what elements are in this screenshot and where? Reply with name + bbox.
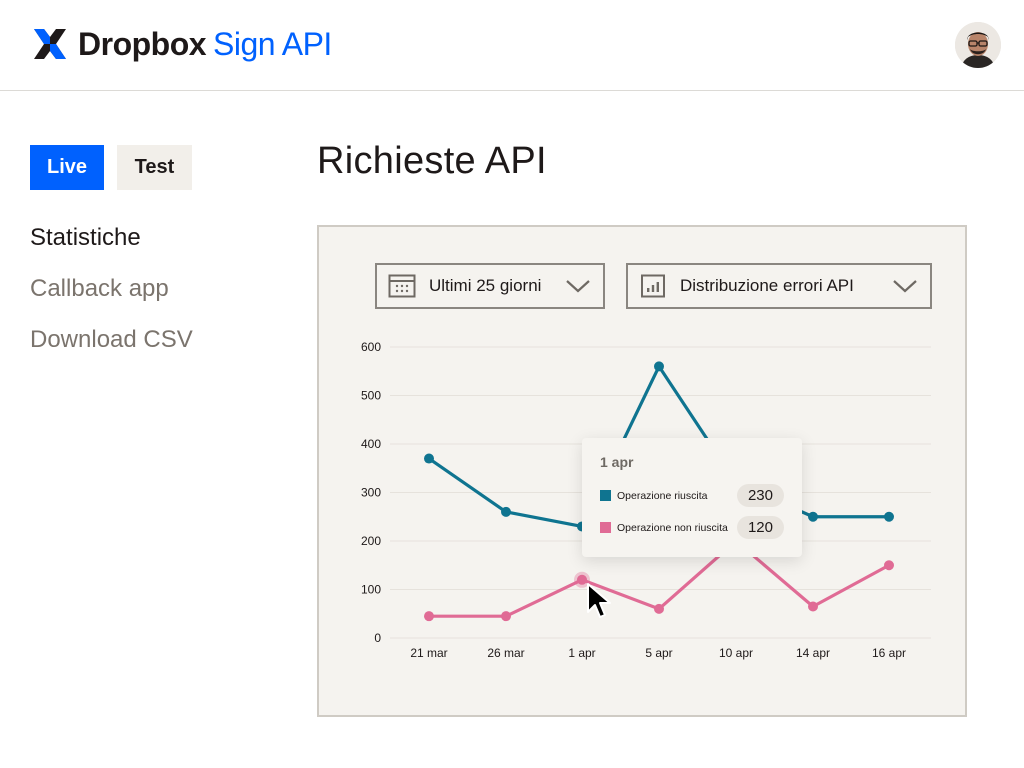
date-range-label: Ultimi 25 giorni bbox=[429, 276, 542, 295]
environment-toggle: Live Test bbox=[30, 145, 192, 190]
x-tick-label: 16 apr bbox=[872, 646, 906, 660]
tooltip-label: Operazione non riuscita bbox=[617, 521, 728, 534]
tooltip-value: 230 bbox=[736, 484, 784, 507]
x-tick-label: 1 apr bbox=[568, 646, 595, 660]
success-swatch-icon bbox=[600, 490, 611, 501]
y-tick-label: 600 bbox=[361, 340, 381, 354]
brand-logo[interactable]: Dropbox Sign API bbox=[34, 26, 332, 62]
data-point[interactable] bbox=[501, 506, 511, 517]
data-point[interactable] bbox=[501, 611, 511, 622]
chart-tooltip: 1 apr Operazione riuscita 230 Operazione… bbox=[582, 438, 802, 557]
data-point[interactable] bbox=[808, 511, 818, 522]
data-point[interactable] bbox=[424, 453, 434, 464]
tooltip-row-failure: Operazione non riuscita 120 bbox=[600, 516, 784, 539]
y-tick-label: 200 bbox=[361, 534, 381, 548]
tooltip-row-success: Operazione riuscita 230 bbox=[600, 484, 784, 507]
calendar-icon bbox=[388, 274, 416, 298]
data-point[interactable] bbox=[654, 603, 664, 614]
brand-name: Dropbox bbox=[78, 26, 207, 62]
product-name: Sign API bbox=[213, 26, 332, 62]
x-tick-label: 21 mar bbox=[410, 646, 447, 660]
bar-chart-icon bbox=[641, 274, 665, 298]
data-point[interactable] bbox=[424, 611, 434, 622]
tooltip-label: Operazione riuscita bbox=[617, 489, 708, 502]
test-button[interactable]: Test bbox=[117, 145, 192, 190]
live-button[interactable]: Live bbox=[30, 145, 104, 190]
mouse-pointer-icon bbox=[587, 583, 611, 618]
user-avatar[interactable] bbox=[955, 22, 1001, 68]
avatar-icon bbox=[955, 22, 1001, 68]
x-tick-label: 5 apr bbox=[645, 646, 672, 660]
chevron-down-icon bbox=[893, 280, 917, 293]
chart-panel: Ultimi 25 giorni Distribuzione errori AP… bbox=[317, 225, 967, 717]
y-tick-label: 300 bbox=[361, 486, 381, 500]
sidebar-nav: Statistiche Callback app Download CSV bbox=[30, 225, 193, 378]
data-point[interactable] bbox=[577, 574, 587, 585]
y-tick-label: 400 bbox=[361, 437, 381, 451]
metric-label: Distribuzione errori API bbox=[680, 276, 854, 295]
chevron-down-icon bbox=[566, 280, 590, 293]
metric-dropdown[interactable]: Distribuzione errori API bbox=[626, 263, 932, 309]
data-point[interactable] bbox=[808, 601, 818, 612]
sidebar-item-statistiche[interactable]: Statistiche bbox=[30, 224, 141, 251]
sidebar-item-callback-app[interactable]: Callback app bbox=[30, 275, 169, 302]
sidebar-item-download-csv[interactable]: Download CSV bbox=[30, 326, 193, 353]
x-tick-label: 26 mar bbox=[487, 646, 524, 660]
top-bar: Dropbox Sign API bbox=[0, 0, 1024, 91]
line-chart[interactable]: 0 100 200 300 400 500 600 21 mar 26 mar 1 apr 5 ap… bbox=[319, 227, 965, 715]
page-title: Richieste API bbox=[317, 140, 547, 182]
y-tick-label: 0 bbox=[374, 631, 381, 645]
x-tick-label: 14 apr bbox=[796, 646, 830, 660]
dropbox-sign-logo-icon bbox=[34, 29, 66, 59]
tooltip-value: 120 bbox=[736, 516, 784, 539]
tooltip-date: 1 apr bbox=[600, 454, 634, 470]
date-range-dropdown[interactable]: Ultimi 25 giorni bbox=[375, 263, 605, 309]
y-tick-label: 100 bbox=[361, 583, 381, 597]
y-tick-label: 500 bbox=[361, 389, 381, 403]
data-point[interactable] bbox=[654, 361, 664, 372]
x-tick-label: 10 apr bbox=[719, 646, 753, 660]
failure-swatch-icon bbox=[600, 522, 611, 533]
data-point[interactable] bbox=[884, 511, 894, 522]
data-point[interactable] bbox=[884, 560, 894, 571]
